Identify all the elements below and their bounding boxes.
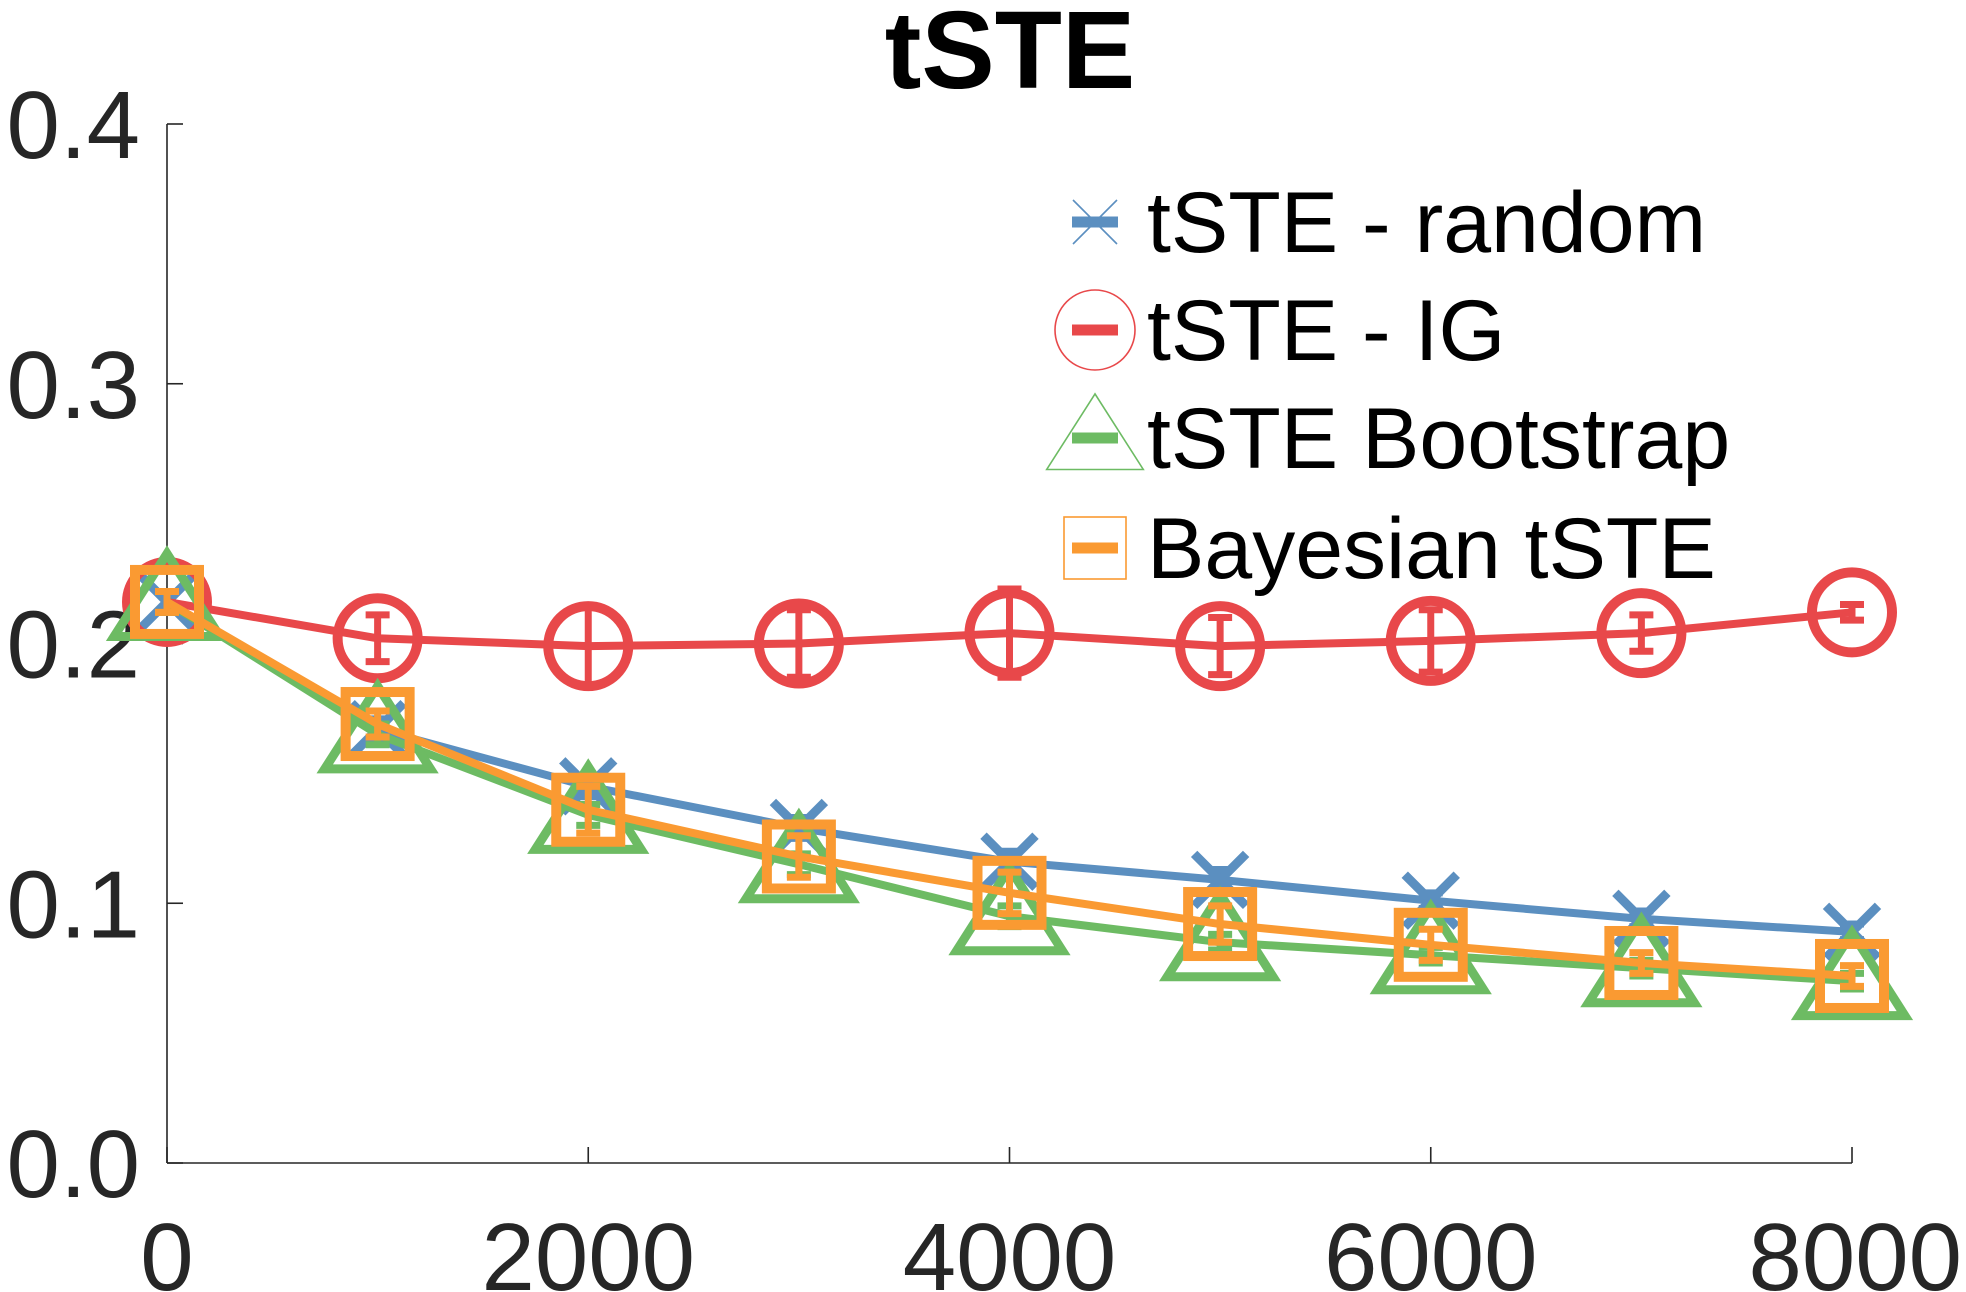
data-point xyxy=(1190,850,1250,910)
legend-marker xyxy=(1063,516,1127,580)
series-3 xyxy=(130,564,1889,1013)
error-bar xyxy=(1208,614,1233,679)
error-bar xyxy=(786,606,811,681)
x-tick-label: 8000 xyxy=(1748,1204,1962,1292)
legend-entry-3: Bayesian tSTE xyxy=(1063,501,1716,597)
data-point xyxy=(340,687,415,762)
error-bar xyxy=(1418,606,1443,676)
series-layer xyxy=(105,545,1914,1021)
error-bar xyxy=(1840,962,1864,990)
data-point xyxy=(316,677,439,774)
y-tick-label: 0.2 xyxy=(7,592,140,699)
error-bar xyxy=(155,588,179,616)
series-1 xyxy=(122,556,1897,692)
data-point xyxy=(1183,887,1258,962)
legend-marker xyxy=(1054,289,1136,371)
data-point xyxy=(527,758,650,854)
x-tick-label: 6000 xyxy=(1324,1204,1538,1292)
data-point xyxy=(1159,885,1282,982)
y-tick-label: 0.1 xyxy=(7,851,140,958)
legend: tSTE - random tSTE - IG tSTE Bootstrap Baye… xyxy=(1045,175,1730,597)
data-point xyxy=(551,772,626,847)
legend-entry-1: tSTE - IG xyxy=(1054,283,1505,379)
data-point xyxy=(948,859,1071,956)
data-point xyxy=(130,564,204,639)
data-point xyxy=(1604,925,1679,1000)
data-point xyxy=(964,588,1055,679)
error-bar xyxy=(997,868,1022,918)
error-bar xyxy=(365,707,390,741)
x-tick-label: 2000 xyxy=(481,1204,695,1292)
data-point xyxy=(1815,938,1889,1013)
y-tick-label: 0.4 xyxy=(7,72,140,179)
legend-marker xyxy=(1045,392,1145,471)
axes: 0 2000 4000 6000 8000 0.0 0.1 0.2 0.3 0.4 xyxy=(7,72,1962,1292)
legend-label: Bayesian tSTE xyxy=(1147,501,1716,597)
data-point xyxy=(543,601,634,692)
data-point xyxy=(1807,567,1897,658)
error-bar xyxy=(1208,902,1233,946)
data-point xyxy=(753,598,844,689)
error-bar xyxy=(1840,601,1864,624)
legend-label: tSTE Bootstrap xyxy=(1147,391,1730,487)
error-bar xyxy=(1629,611,1654,655)
legend-label: tSTE - random xyxy=(1147,175,1706,271)
error-bar xyxy=(1418,925,1443,964)
x-tick-label: 0 xyxy=(140,1204,193,1292)
y-tick-label: 0.3 xyxy=(7,332,140,439)
data-point xyxy=(1175,601,1266,692)
y-tick-label: 0.0 xyxy=(7,1111,140,1218)
error-bar xyxy=(365,611,390,666)
legend-entry-2: tSTE Bootstrap xyxy=(1045,391,1730,487)
x-tick-label: 4000 xyxy=(903,1204,1117,1292)
error-bar xyxy=(1629,949,1654,977)
data-point xyxy=(761,819,836,894)
data-point xyxy=(1385,595,1476,686)
data-point xyxy=(972,855,1047,930)
legend-entry-0: tSTE - random xyxy=(1072,175,1706,271)
data-point xyxy=(1596,588,1687,679)
error-bar xyxy=(786,832,811,881)
error-bar xyxy=(576,782,601,837)
legend-label: tSTE - IG xyxy=(1147,283,1505,379)
chart-title: tSTE xyxy=(885,0,1136,112)
data-point xyxy=(1393,907,1468,982)
